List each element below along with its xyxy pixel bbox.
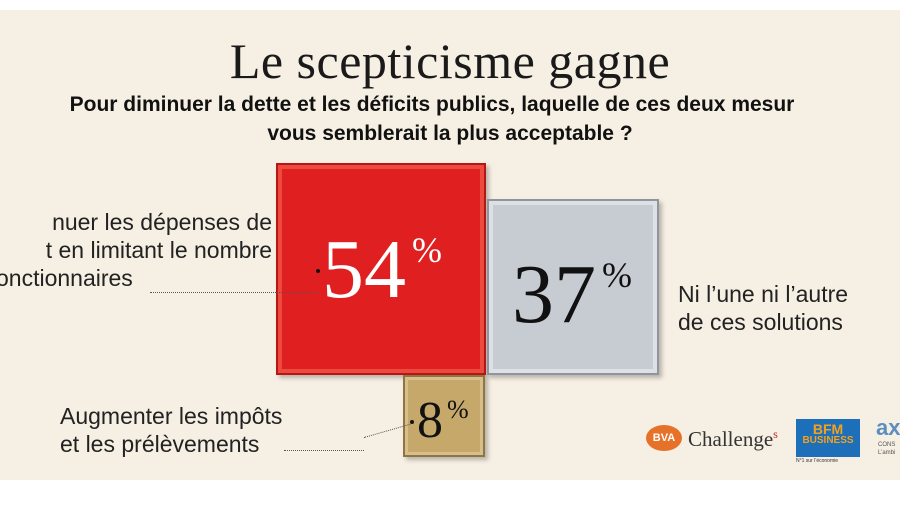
category-label-line: t en limitant le nombre	[45, 237, 272, 263]
value-label-8: 8%	[417, 395, 469, 447]
category-label-line: Augmenter les impôts	[60, 403, 283, 429]
category-label-line: et les prélèvements	[60, 431, 260, 457]
value-label-54: 54%	[322, 228, 442, 312]
ax-logo: ax	[876, 415, 900, 440]
ax-logo-subtext: CONS L’ambi	[878, 441, 895, 457]
chart-panel: Le scepticisme gagne Pour diminuer la de…	[0, 10, 900, 480]
value-box-37	[487, 199, 659, 375]
percent-sign: %	[447, 395, 469, 424]
category-label-line: onctionnaires	[0, 265, 133, 291]
challenges-logo-text: Challenge	[688, 427, 774, 451]
category-label-line: nuer les dépenses de	[52, 209, 272, 235]
value-number: 8	[417, 392, 443, 449]
chart-title: Le scepticisme gagne	[229, 33, 671, 89]
category-label-line: de ces solutions	[678, 309, 843, 335]
category-label-line: Ni l’une ni l’autre	[678, 281, 849, 307]
bfm-business-logo: BFM BUSINESS	[796, 419, 860, 457]
category-label-neither: Ni l’une ni l’autre de ces solutions	[678, 280, 848, 336]
question-line-2: vous semblerait la plus acceptable ?	[267, 122, 633, 145]
bfm-logo-text: BFM	[812, 421, 844, 437]
value-number: 54	[322, 223, 406, 316]
value-box-54	[276, 163, 486, 375]
question-line-1: Pour diminuer la dette et les déficits p…	[69, 93, 795, 116]
value-label-37: 37%	[512, 253, 632, 337]
ax-logo-subtext-line: CONS	[878, 442, 896, 448]
bfm-logo-subtext: BUSINESS	[802, 435, 854, 446]
percent-sign: %	[412, 230, 442, 270]
category-label-spending: nuer les dépenses de t en limitant le no…	[0, 208, 272, 292]
leader-dot	[316, 269, 320, 273]
leader-line	[150, 292, 318, 293]
logo-strip: BVA Challenges BFM BUSINESS N°1 sur l’éc…	[646, 415, 900, 465]
percent-sign: %	[602, 255, 632, 295]
value-number: 37	[512, 248, 596, 341]
leader-line	[284, 450, 364, 451]
challenges-logo-suffix: s	[773, 427, 778, 441]
challenges-logo: Challenges	[688, 427, 778, 452]
ax-logo-subtext-line: L’ambi	[878, 450, 896, 456]
bva-logo: BVA	[646, 425, 682, 451]
value-box-8	[403, 375, 485, 457]
bfm-logo-tagline: N°1 sur l’économie	[796, 458, 839, 464]
category-label-taxes: Augmenter les impôts et les prélèvements	[60, 402, 282, 458]
leader-dot	[410, 420, 414, 424]
